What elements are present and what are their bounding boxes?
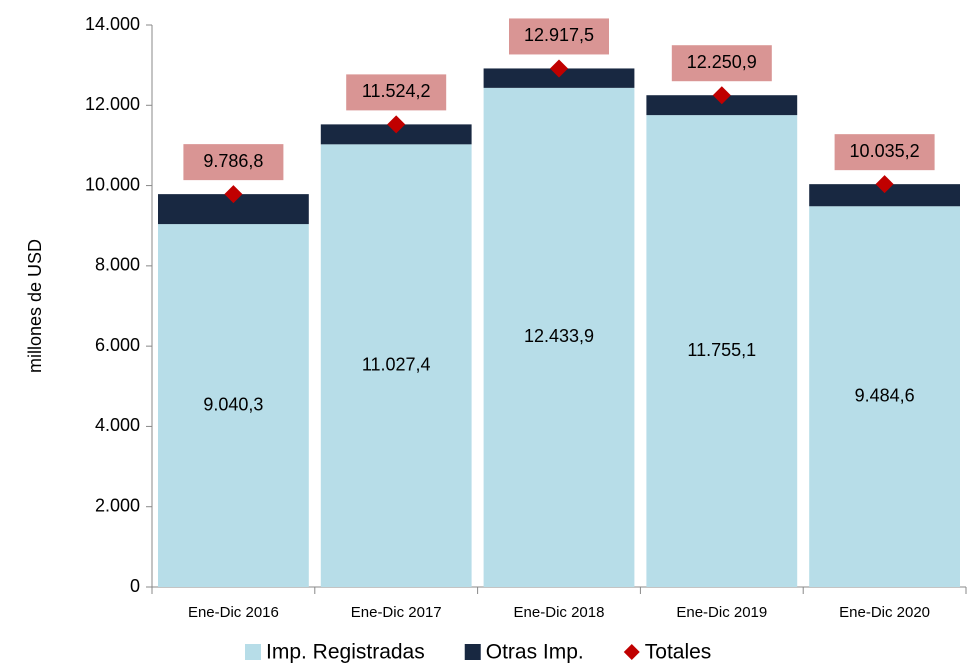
x-tick-label: Ene-Dic 2019 <box>676 604 767 621</box>
x-tick-label: Ene-Dic 2016 <box>188 604 279 621</box>
y-tick-label: 8.000 <box>95 255 140 275</box>
bar-segment <box>483 87 635 587</box>
y-tick-label: 12.000 <box>85 94 140 114</box>
y-tick-label: 14.000 <box>85 14 140 34</box>
legend-swatch <box>464 644 481 660</box>
y-axis-label: millones de USD <box>25 239 45 373</box>
x-tick-label: Ene-Dic 2018 <box>514 604 605 621</box>
total-marker <box>875 175 894 194</box>
legend-swatch <box>245 644 261 660</box>
total-marker <box>224 185 243 204</box>
bar-segment <box>809 184 960 207</box>
bar-segment <box>646 95 798 116</box>
total-label-box <box>509 18 609 55</box>
total-label-box <box>183 144 284 181</box>
total-label: 12.917,5 <box>524 25 594 45</box>
y-tick-label: 0 <box>130 576 140 596</box>
total-label: 9.786,8 <box>203 151 263 171</box>
y-tick-label: 4.000 <box>95 415 140 435</box>
bar-segment <box>320 124 472 145</box>
legend-label: Imp. Registradas <box>266 641 425 664</box>
x-tick-label: Ene-Dic 2020 <box>839 604 930 621</box>
bar-segment <box>809 206 960 588</box>
bar-label: 12.433,9 <box>524 326 594 346</box>
bar-label: 11.027,4 <box>362 354 431 374</box>
legend-swatch <box>623 644 640 660</box>
bar-segment <box>646 115 798 587</box>
bar-segment <box>158 224 309 587</box>
y-tick-label: 10.000 <box>85 174 140 194</box>
y-tick-label: 6.000 <box>95 335 140 355</box>
total-marker <box>387 115 406 134</box>
total-marker <box>550 59 568 78</box>
y-tick-label: 2.000 <box>95 495 140 515</box>
total-label: 12.250,9 <box>687 52 757 72</box>
bar-label: 9.040,3 <box>203 394 263 414</box>
legend-label: Otras Imp. <box>486 641 584 664</box>
total-label-box <box>346 74 447 111</box>
bar-label: 11.755,1 <box>687 340 756 360</box>
x-tick-label: Ene-Dic 2017 <box>351 604 442 621</box>
bar-label: 9.484,6 <box>855 385 915 405</box>
total-label: 10.035,2 <box>850 141 920 161</box>
legend-label: Totales <box>645 641 712 664</box>
total-marker <box>712 86 731 105</box>
total-label-box <box>834 134 935 171</box>
bar-segment <box>320 144 472 587</box>
total-label-box <box>671 45 772 82</box>
bar-segment <box>483 68 635 88</box>
total-label: 11.524,2 <box>362 81 431 101</box>
